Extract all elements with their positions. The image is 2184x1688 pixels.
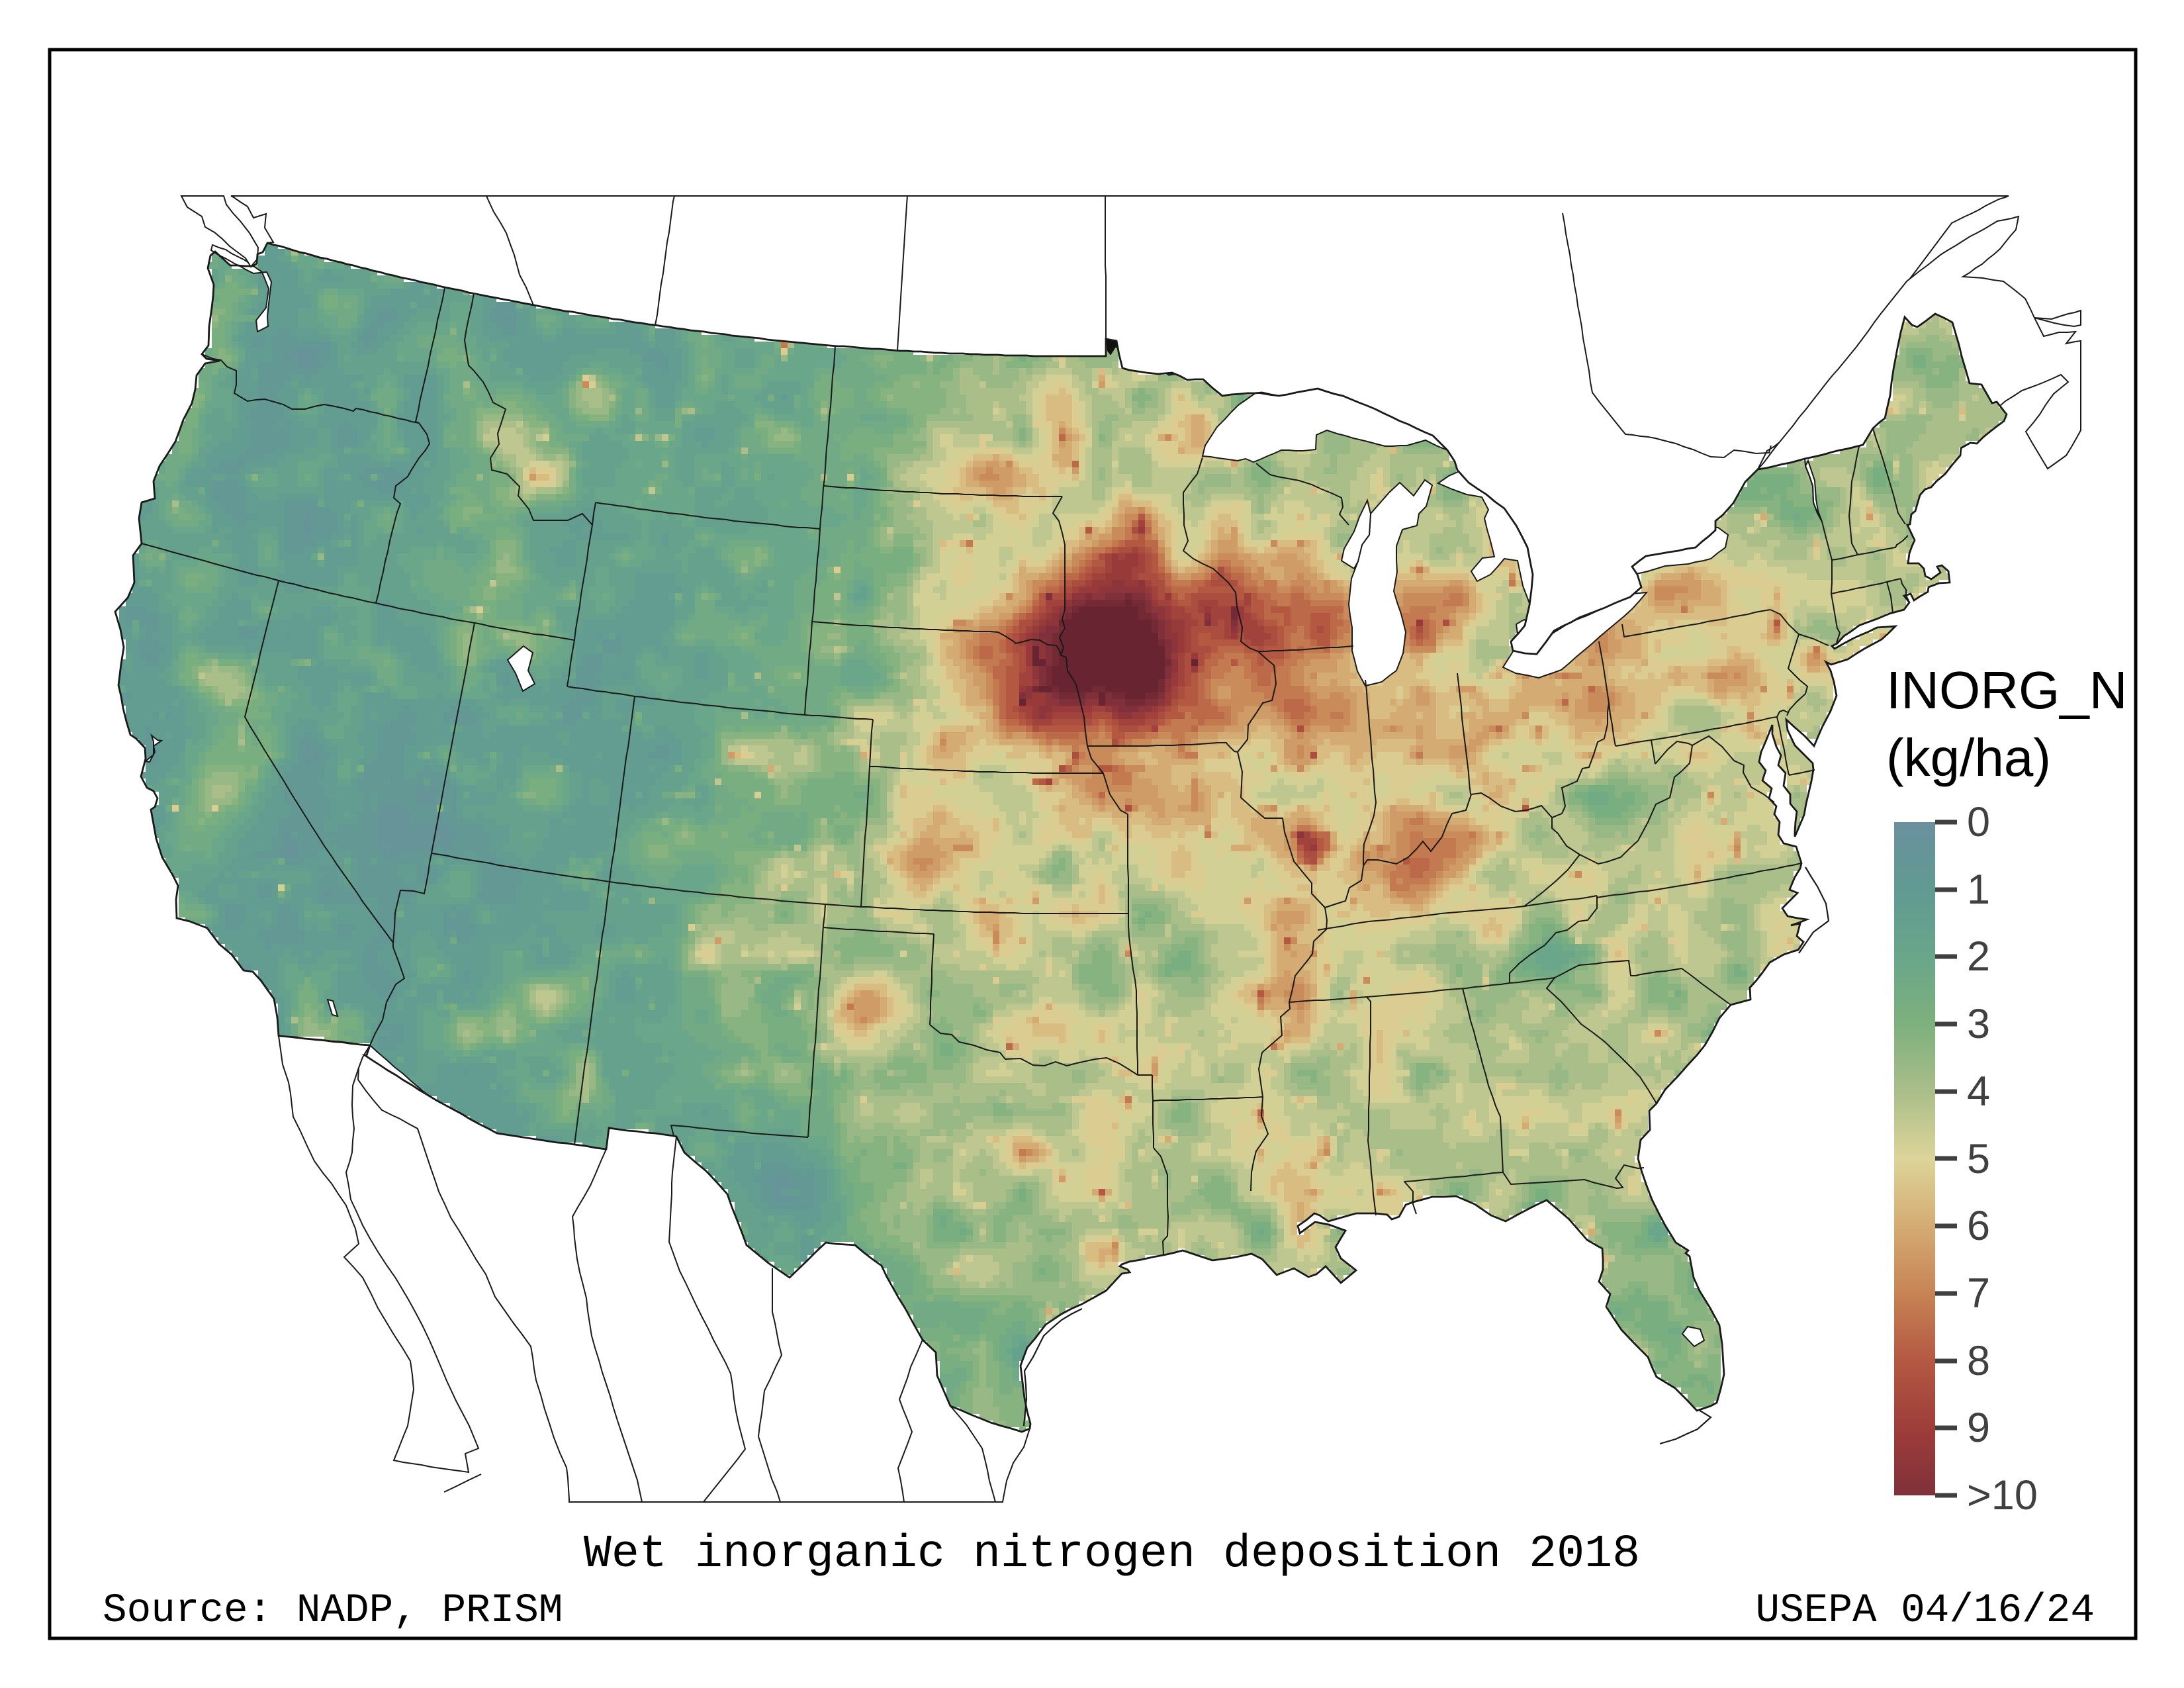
svg-text:7: 7 xyxy=(1967,1270,1990,1317)
svg-text:Source: NADP, PRISM: Source: NADP, PRISM xyxy=(103,1588,563,1634)
svg-text:Wet inorganic nitrogen deposit: Wet inorganic nitrogen deposition 2018 xyxy=(584,1528,1640,1581)
svg-text:3: 3 xyxy=(1967,1001,1990,1047)
svg-text:6: 6 xyxy=(1967,1203,1990,1249)
svg-text:1: 1 xyxy=(1967,867,1990,913)
svg-text:8: 8 xyxy=(1967,1338,1990,1384)
svg-text:INORG_N: INORG_N xyxy=(1886,661,2128,720)
svg-text:>10: >10 xyxy=(1967,1472,2038,1519)
svg-text:0: 0 xyxy=(1967,799,1990,845)
svg-text:4: 4 xyxy=(1967,1068,1990,1115)
svg-text:USEPA 04/16/24: USEPA 04/16/24 xyxy=(1756,1588,2095,1634)
svg-text:9: 9 xyxy=(1967,1405,1990,1451)
svg-text:2: 2 xyxy=(1967,933,1990,980)
svg-text:5: 5 xyxy=(1967,1136,1990,1182)
svg-text:(kg/ha): (kg/ha) xyxy=(1886,728,2051,787)
